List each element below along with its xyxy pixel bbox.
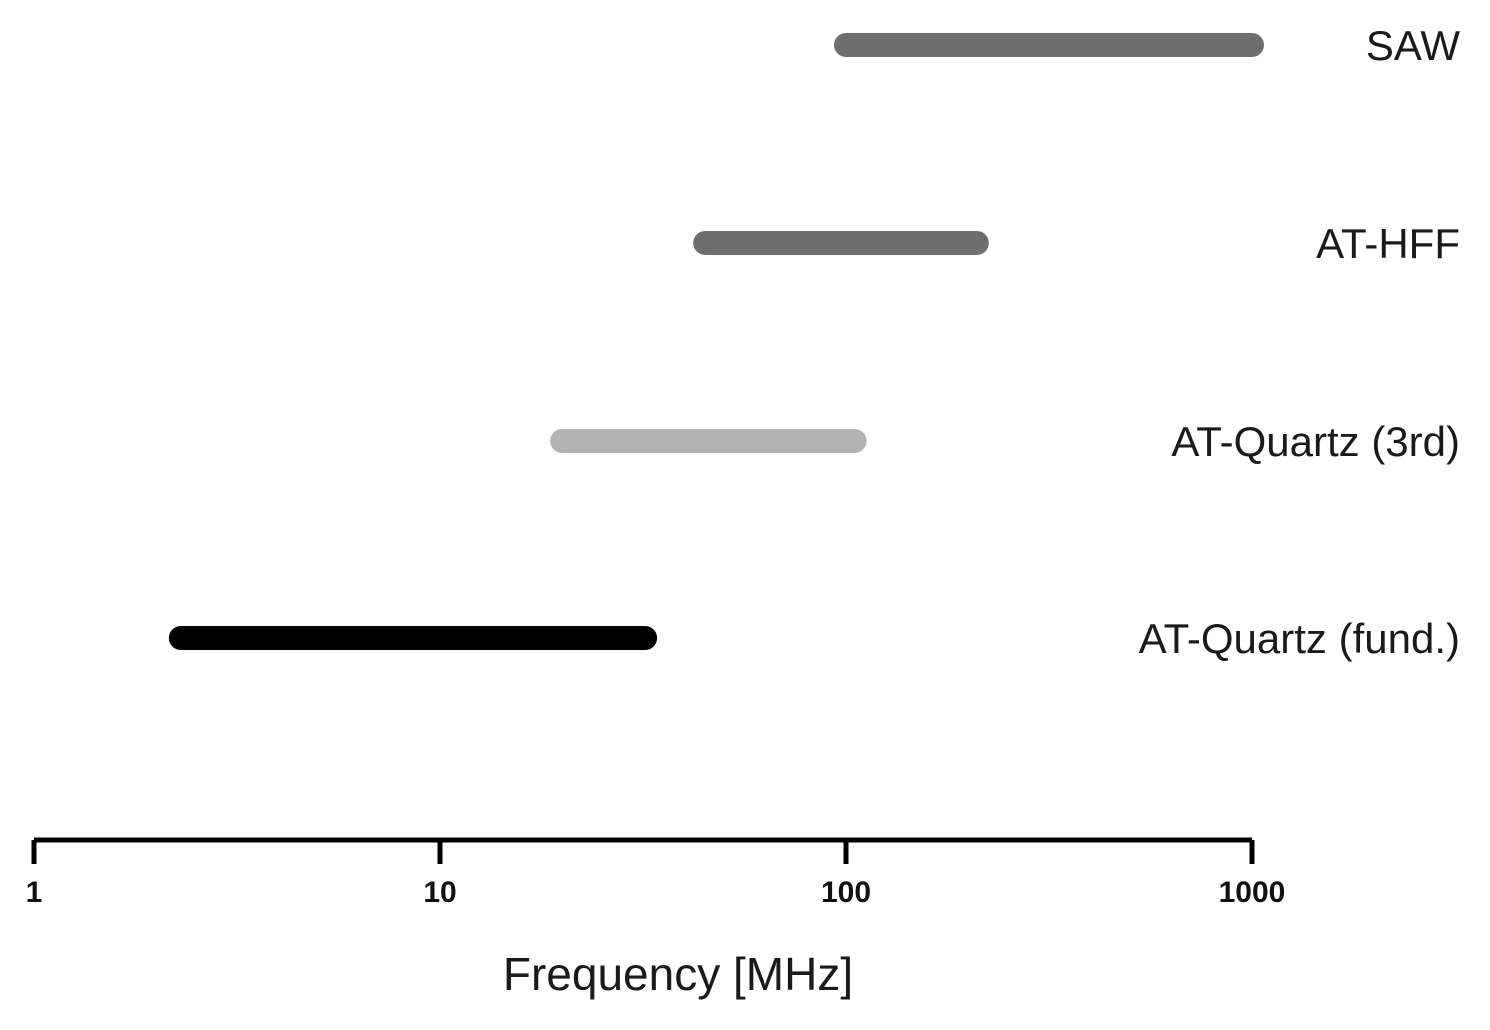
x-axis-ticks: 1 10 100 1000 <box>26 840 1286 909</box>
range-label: AT-Quartz (fund.) <box>1139 615 1460 662</box>
range-bars <box>168 33 1264 650</box>
x-tick-label: 1000 <box>1219 876 1286 909</box>
x-axis: 1 10 100 1000 <box>26 837 1286 909</box>
range-labels: SAW AT-HFF AT-Quartz (3rd) AT-Quartz (fund.… <box>1139 22 1461 662</box>
x-tick-label: 100 <box>821 876 871 909</box>
range-label: SAW <box>1366 22 1460 69</box>
x-tick-label: 1 <box>26 876 43 909</box>
range-label: AT-HFF <box>1316 220 1460 267</box>
x-axis-title: Frequency [MHz] <box>503 948 853 1000</box>
range-label: AT-Quartz (3rd) <box>1171 418 1460 465</box>
x-tick-label: 10 <box>423 876 456 909</box>
